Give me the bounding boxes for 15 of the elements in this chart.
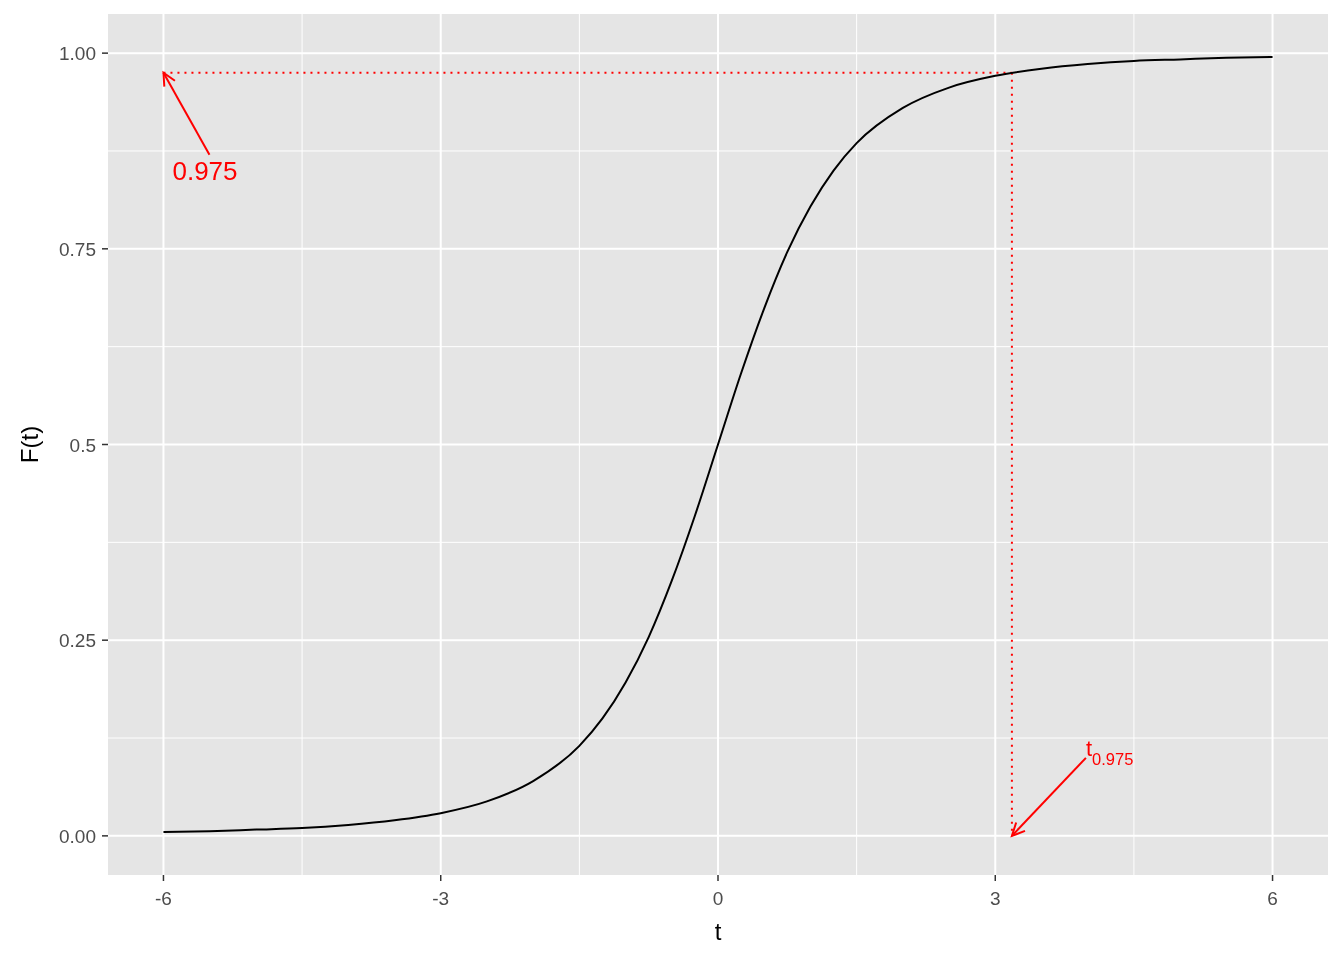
x-tick-label: 6 xyxy=(1267,888,1278,909)
annotation: t$_{0.975}$ xyxy=(1085,735,1134,768)
y-tick-label: 1.00 xyxy=(59,43,96,65)
x-axis-title: t xyxy=(714,918,722,945)
x-tick-label: -6 xyxy=(155,888,172,909)
x-tick-label: 0 xyxy=(712,888,724,909)
y-tick-label: 0.5 xyxy=(69,434,96,456)
y-axis-title: F(t) xyxy=(16,425,43,464)
x-tick-label: 3 xyxy=(989,888,1001,909)
y-tick-label: 0.75 xyxy=(59,238,96,260)
x-tick-label: -3 xyxy=(432,888,450,909)
y-tick-label: 0.00 xyxy=(59,825,96,847)
y-tick-label: 0.25 xyxy=(59,630,96,652)
annotation: 0.975 xyxy=(172,155,238,186)
line-series xyxy=(162,56,1274,833)
